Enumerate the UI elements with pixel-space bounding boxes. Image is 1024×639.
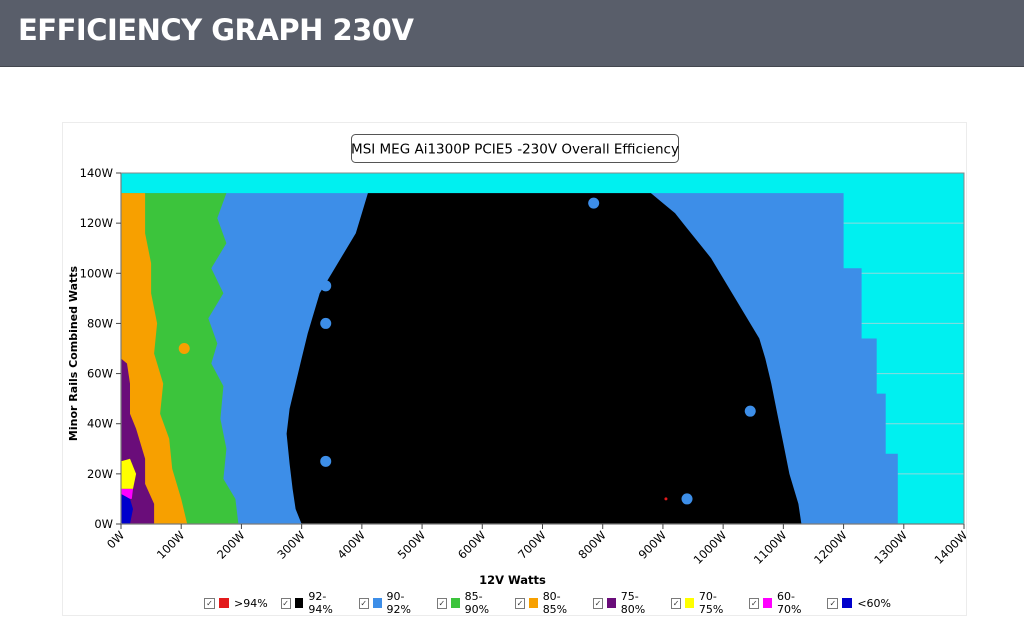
data-point xyxy=(744,405,756,417)
chart-panel: 0W 20W 40W 60W 80W 100W 120W 140W 0W 100W 200W 300W… xyxy=(62,122,967,616)
legend-checkbox[interactable]: ✓ xyxy=(514,597,525,609)
legend-checkbox[interactable]: ✓ xyxy=(436,597,447,609)
x-tick-label: 0W xyxy=(104,528,127,551)
legend-swatch xyxy=(763,598,772,608)
x-tick-label: 400W xyxy=(335,528,368,561)
legend-label: <60% xyxy=(857,596,891,610)
data-point xyxy=(681,493,693,505)
x-tick-label: 1200W xyxy=(811,528,850,567)
legend-checkbox[interactable]: ✓ xyxy=(749,597,760,609)
y-tick-label: 20W xyxy=(87,467,113,481)
region-92-94- xyxy=(286,193,802,524)
x-tick-label: 300W xyxy=(274,528,307,561)
legend-swatch xyxy=(606,598,616,608)
y-tick-label: 40W xyxy=(87,417,113,431)
x-tick-label: 500W xyxy=(395,528,428,561)
legend-item[interactable]: ✓ 60-70% xyxy=(749,590,814,616)
data-point xyxy=(588,197,600,209)
data-point xyxy=(320,280,332,292)
x-tick-label: 1000W xyxy=(691,528,730,567)
page-title: EFFICIENCY GRAPH 230V xyxy=(18,13,414,47)
chart-legend: ✓ >94% ✓ 92-94% ✓ 90-92% ✓ 85-90% ✓ 80-85% ✓ 75-80%… xyxy=(204,590,904,616)
chart-title: MSI MEG Ai1300P PCIE5 -230V Overall Effi… xyxy=(351,142,679,158)
y-tick-label: 0W xyxy=(94,517,113,531)
legend-swatch xyxy=(842,598,853,608)
legend-checkbox[interactable]: ✓ xyxy=(593,597,603,609)
legend-swatch xyxy=(528,598,538,608)
legend-checkbox[interactable]: ✓ xyxy=(671,597,682,609)
x-tick-label: 1100W xyxy=(751,528,790,567)
x-axis-title: 12V Watts xyxy=(479,573,546,587)
legend-label: 92-94% xyxy=(308,590,333,616)
y-axis-title: Minor Rails Combined Watts xyxy=(67,265,80,441)
legend-item[interactable]: ✓ 90-92% xyxy=(358,590,424,616)
x-tick-label: 700W xyxy=(515,528,548,561)
legend-item[interactable]: ✓ >94% xyxy=(204,597,268,610)
y-tick-label: 100W xyxy=(80,266,113,280)
legend-checkbox[interactable]: ✓ xyxy=(280,597,291,609)
legend-label: 80-85% xyxy=(542,590,568,616)
legend-swatch xyxy=(685,598,694,608)
y-tick-label: 60W xyxy=(87,367,113,381)
y-tick-label: 140W xyxy=(80,166,113,180)
legend-swatch xyxy=(219,598,229,608)
legend-label: 85-90% xyxy=(464,590,490,616)
y-tick-label: 120W xyxy=(80,216,113,230)
legend-swatch xyxy=(450,598,460,608)
legend-checkbox[interactable]: ✓ xyxy=(204,597,215,609)
legend-checkbox[interactable]: ✓ xyxy=(358,597,369,609)
legend-checkbox[interactable]: ✓ xyxy=(827,597,839,609)
legend-item[interactable]: ✓ <60% xyxy=(827,597,891,610)
data-point xyxy=(320,455,332,467)
legend-label: 90-92% xyxy=(386,590,411,616)
x-tick-label: 1400W xyxy=(931,528,966,567)
chart-title-box xyxy=(351,134,679,163)
x-tick-label: 1300W xyxy=(871,528,910,567)
x-tick-label: 200W xyxy=(214,528,247,561)
legend-item[interactable]: ✓ 80-85% xyxy=(514,590,580,616)
x-tick-label: 900W xyxy=(636,528,669,561)
legend-label: >94% xyxy=(234,596,268,610)
region-70-75- xyxy=(121,458,137,489)
legend-item[interactable]: ✓ 70-75% xyxy=(671,590,736,616)
legend-swatch xyxy=(294,598,304,608)
x-tick-label: 100W xyxy=(154,528,187,561)
data-point xyxy=(320,317,332,329)
legend-item[interactable]: ✓ 92-94% xyxy=(280,590,346,616)
header-bar: EFFICIENCY GRAPH 230V xyxy=(0,0,1024,67)
legend-label: 70-75% xyxy=(698,590,724,616)
legend-label: 75-80% xyxy=(620,590,646,616)
x-tick-label: 800W xyxy=(575,528,608,561)
x-tick-label: 600W xyxy=(455,528,488,561)
legend-label: 60-70% xyxy=(776,590,802,616)
y-tick-label: 80W xyxy=(87,316,113,330)
legend-item[interactable]: ✓ 85-90% xyxy=(436,590,502,616)
efficiency-heatmap-chart: 0W 20W 40W 60W 80W 100W 120W 140W 0W 100W 200W 300W… xyxy=(67,134,966,587)
data-point xyxy=(178,343,190,354)
data-point xyxy=(664,497,668,501)
legend-swatch xyxy=(372,598,382,608)
legend-item[interactable]: ✓ 75-80% xyxy=(593,590,658,616)
region--60- xyxy=(121,493,133,524)
